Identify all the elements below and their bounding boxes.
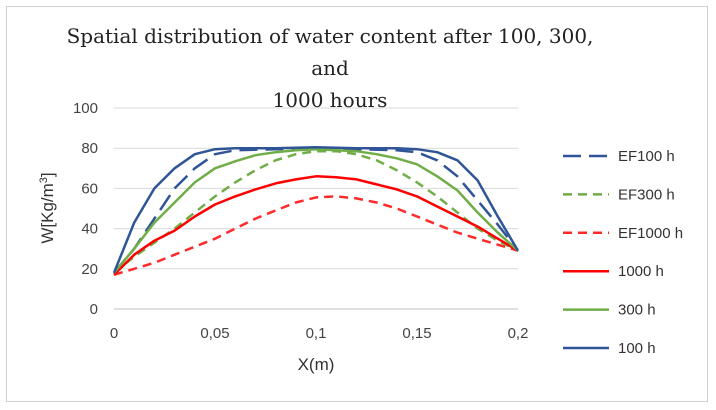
chart-title-line-1: Spatial distribution of water content af… (66, 24, 594, 80)
y-tick-label: 60 (81, 180, 98, 197)
series-line-1000-h (113, 175, 519, 276)
grid-lines (114, 107, 518, 270)
legend-label: EF1000 h (618, 225, 683, 242)
legend-label: 1000 h (618, 263, 664, 280)
legend-label: EF300 h (618, 186, 675, 203)
y-axis-label-close: ] (38, 172, 57, 177)
chart-frame (6, 6, 708, 402)
x-tick-label: 0 (110, 325, 118, 342)
y-tick-label: 80 (81, 140, 98, 157)
y-tick-label: 100 (73, 100, 98, 117)
x-tick-label: 0,05 (200, 325, 229, 342)
series-line-ef300-h (113, 149, 519, 274)
legend-label: 100 h (618, 340, 656, 357)
y-axis-label-sup: 3 (38, 177, 50, 183)
y-axis-label: W[Kg/m3] (38, 172, 57, 243)
y-axis-label-main: W[Kg/m (38, 183, 57, 243)
series-group (112, 145, 520, 276)
series-line-ef1000-h (113, 195, 519, 276)
y-axis-ticks: 0 20 40 60 80 100 (73, 100, 98, 318)
x-axis-ticks: 0 0,05 0,1 0,15 0,2 (110, 325, 529, 342)
series-line-300-h (113, 147, 519, 274)
series-line-100-h (112, 145, 520, 274)
x-axis-label: X(m) (298, 355, 335, 374)
series-line-ef100-h (113, 146, 519, 274)
x-tick-label: 0,1 (306, 325, 327, 342)
y-tick-label: 20 (81, 261, 98, 278)
y-tick-label: 0 (90, 301, 98, 318)
y-tick-label: 40 (81, 221, 98, 238)
x-tick-label: 0,2 (508, 325, 529, 342)
legend-label: 300 h (618, 302, 656, 319)
legend-label: EF100 h (618, 148, 675, 165)
legend: EF100 h EF300 h EF1000 h 1000 h 300 h 100 h (563, 148, 683, 357)
x-tick-label: 0,15 (402, 325, 431, 342)
